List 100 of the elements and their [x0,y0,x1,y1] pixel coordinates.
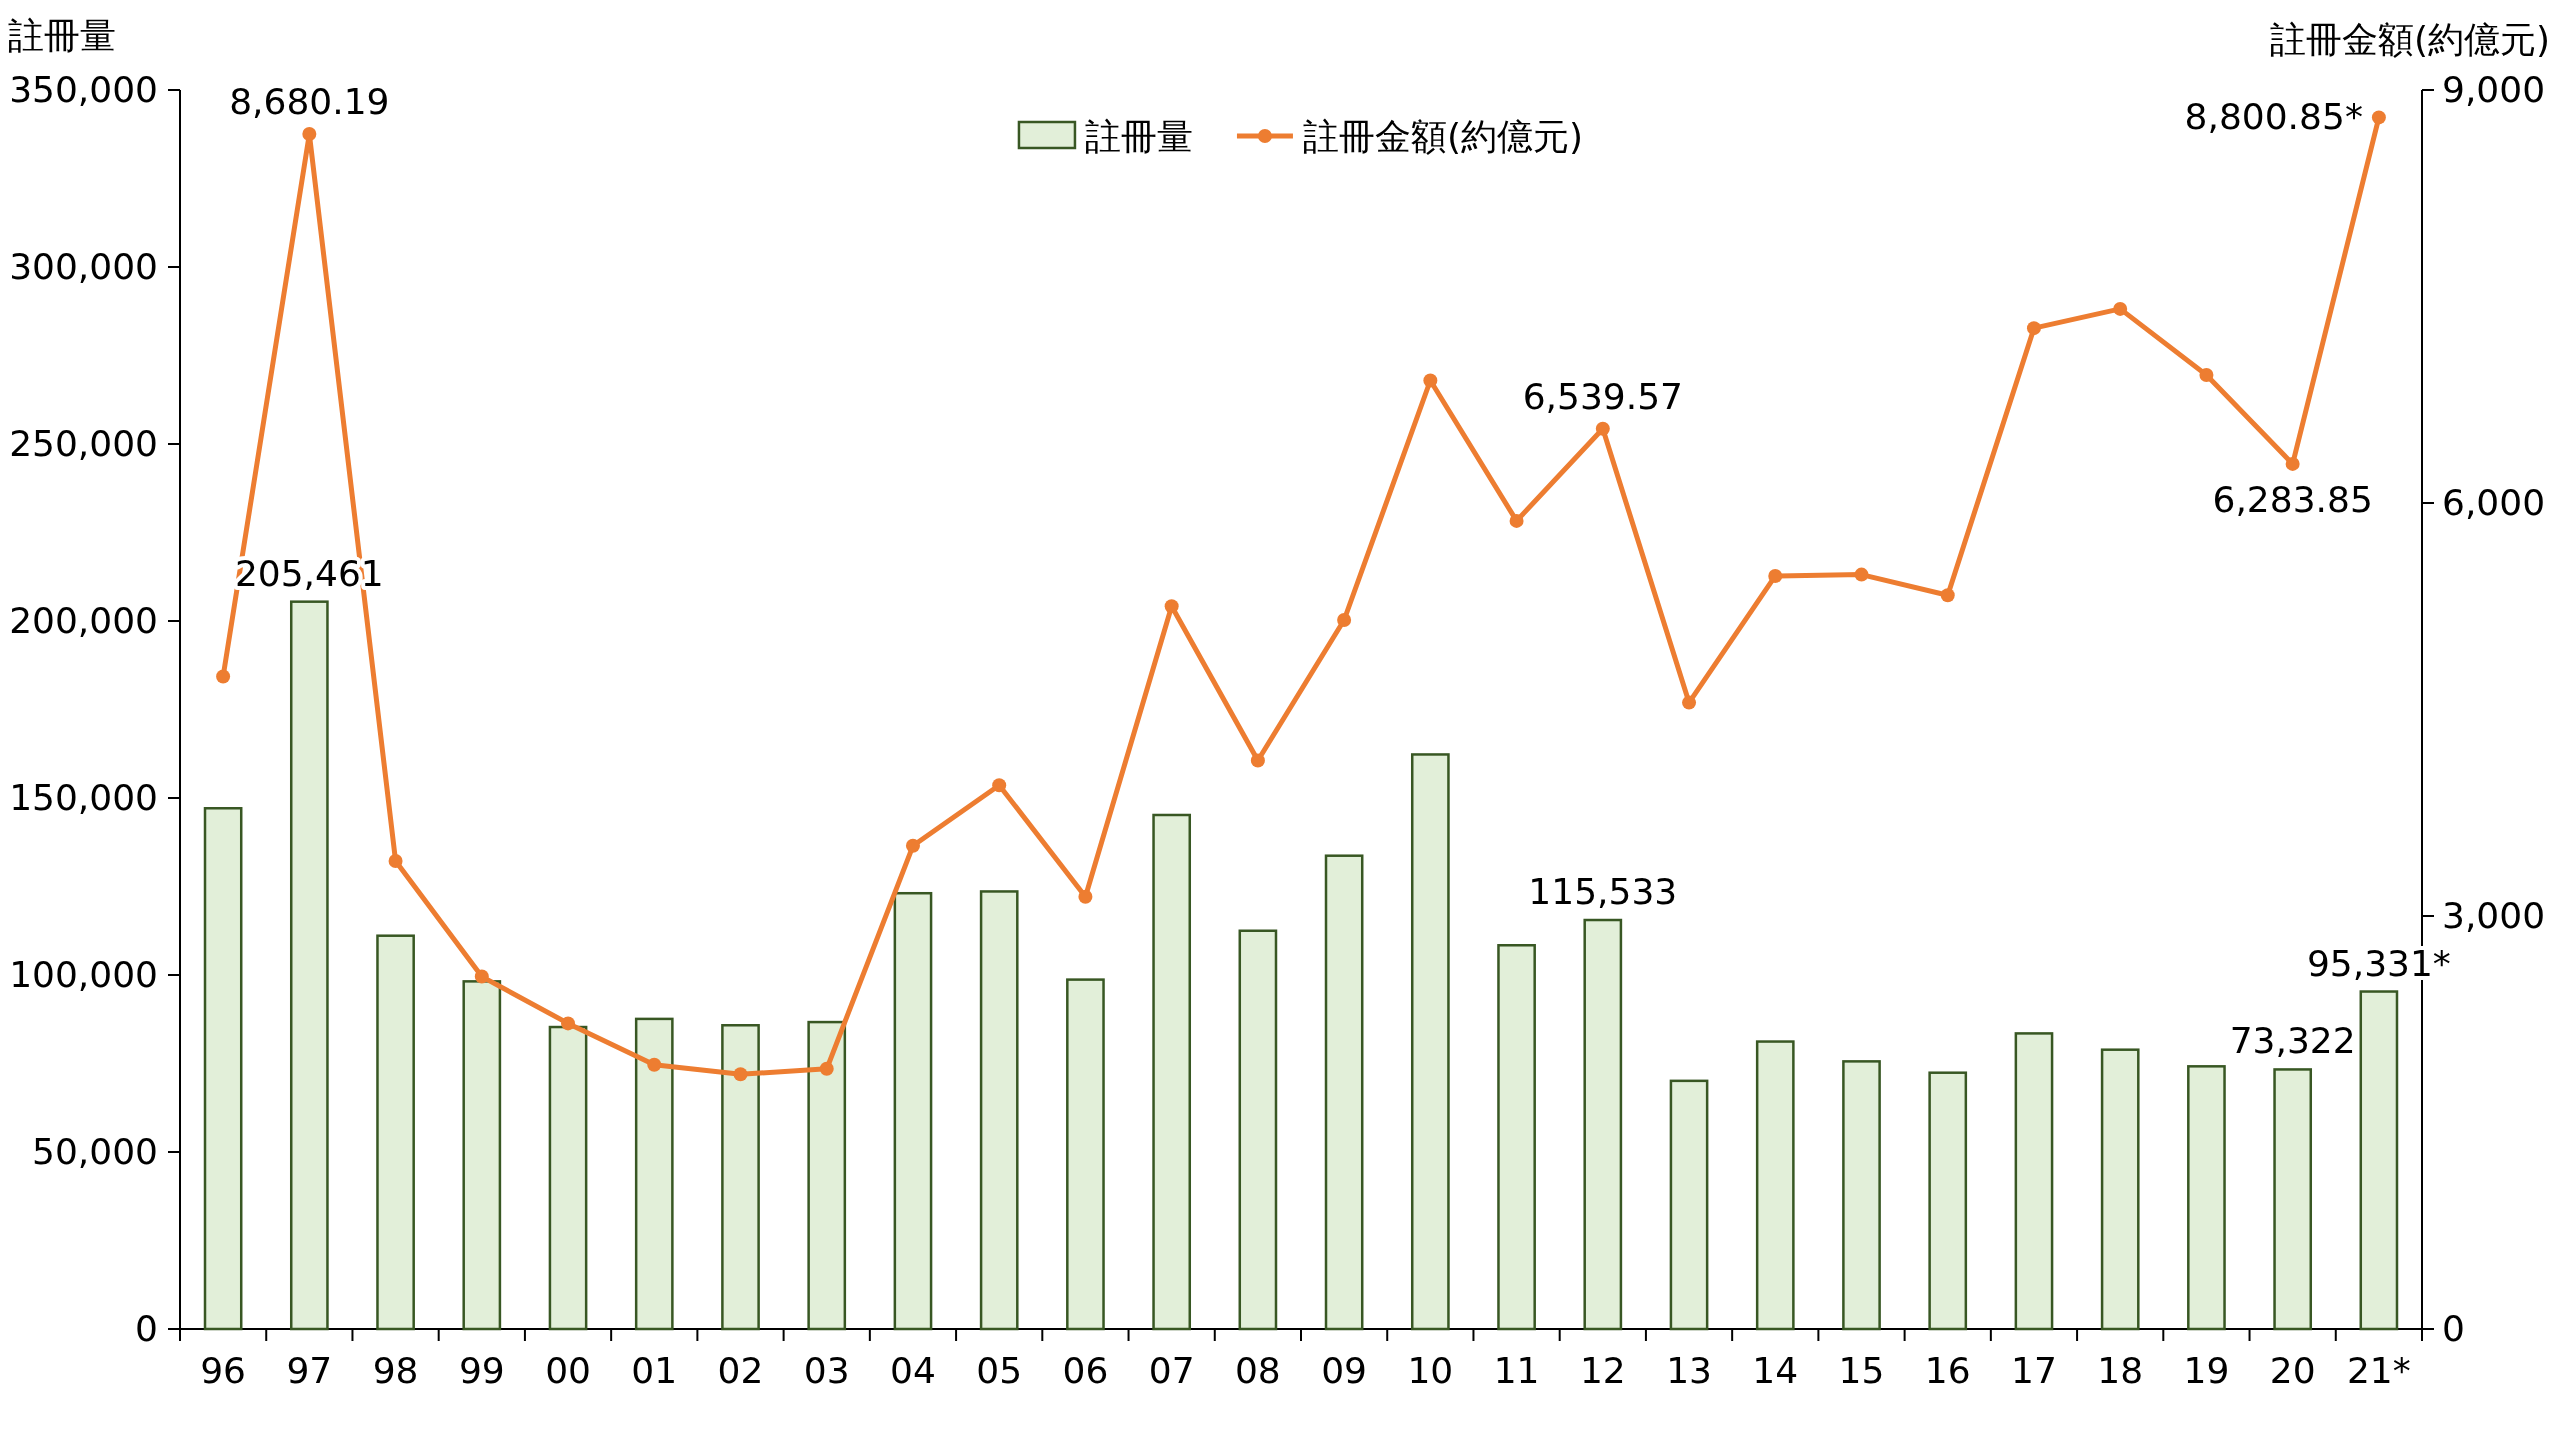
x-tick-label: 18 [2097,1350,2144,1391]
data-label: 115,533 [1528,871,1678,913]
point [1164,599,1179,614]
x-tick-label: 96 [200,1350,247,1391]
data-label: 6,539.57 [1522,375,1683,417]
y-tick-label: 50,000 [32,1131,158,1172]
x-tick-label: 10 [1407,1350,1454,1391]
x-tick-label: 21* [2346,1350,2411,1391]
y2-tick-label: 6,000 [2442,482,2546,523]
point [819,1061,834,1076]
point [302,127,317,142]
point [992,778,1007,793]
x-tick-label: 99 [458,1350,505,1391]
bar [1842,1060,1881,1331]
bar [2014,1032,2054,1331]
bar [1928,1071,1968,1331]
x-tick-label: 14 [1752,1350,1799,1391]
bar [634,1017,674,1331]
data-label: 8,680.19 [229,81,390,123]
bar [289,600,329,1331]
bar [2187,1065,2226,1331]
y-tick-label: 250,000 [9,423,158,464]
x-tick-label: 08 [1234,1350,1281,1391]
point [388,853,403,868]
x-tick-label: 16 [1924,1350,1971,1391]
point [216,669,231,684]
y-tick-label: 350,000 [9,69,158,110]
bar [548,1025,588,1331]
point [1423,373,1438,388]
bar [1669,1079,1709,1331]
y2-axis-title: 註冊金額(約億元) [2269,19,2550,60]
point [1250,753,1265,768]
x-tick-label: 06 [1062,1350,1109,1391]
bar [1152,813,1192,1331]
point [1682,695,1697,710]
x-tick-label: 05 [976,1350,1023,1391]
bar [1066,978,1105,1331]
x-tick-label: 11 [1493,1350,1540,1391]
bar [203,807,243,1331]
point [2113,301,2128,316]
x-tick-label: 09 [1321,1350,1368,1391]
bar [2273,1068,2313,1331]
bar [376,934,415,1331]
point [1595,421,1610,436]
point [2285,456,2300,471]
point [1854,567,1869,582]
x-tick-label: 01 [631,1350,678,1391]
bar [893,891,933,1331]
y2-tick-label: 9,000 [2442,69,2546,110]
point [561,1016,576,1031]
bar [1755,1040,1795,1331]
bar [1238,929,1278,1331]
point [2026,321,2041,336]
x-tick-label: 03 [803,1350,850,1391]
data-label: 6,283.85 [2212,478,2373,520]
bar [2100,1048,2140,1331]
x-tick-label: 04 [890,1350,936,1391]
point [1940,588,1955,603]
x-tick-label: 00 [545,1350,591,1391]
x-tick-label: 20 [2269,1350,2316,1391]
y2-tick-label: 3,000 [2442,895,2546,936]
point [2199,367,2214,382]
y-tick-label: 200,000 [9,600,158,641]
y-tick-label: 0 [135,1308,158,1349]
point [2371,110,2386,125]
x-tick-label: 12 [1579,1350,1626,1391]
y2-tick-label: 0 [2442,1308,2465,1349]
bar [1583,918,1623,1331]
legend-label: 註冊量 [1084,116,1193,157]
y-tick-label: 100,000 [9,954,158,995]
y-tick-label: 300,000 [9,246,158,287]
y-tick-label: 150,000 [9,777,158,818]
bar [462,980,502,1331]
y-axis-title: 註冊量 [8,15,116,56]
point [647,1057,662,1072]
data-label: 73,322 [2229,1020,2356,1062]
bar [1410,753,1450,1331]
bar [1324,854,1364,1331]
bar [807,1020,847,1331]
x-tick-label: 19 [2183,1350,2230,1391]
point [1078,889,1093,904]
bar [2359,990,2399,1331]
bar [721,1024,760,1331]
x-tick-label: 15 [1838,1350,1885,1391]
point [733,1067,748,1082]
point [905,838,920,853]
x-tick-label: 17 [2011,1350,2057,1391]
point [1509,513,1524,528]
x-tick-label: 13 [1666,1350,1712,1391]
bar [1497,944,1536,1331]
x-tick-label: 98 [372,1350,419,1391]
data-label: 8,800.85* [2184,96,2363,138]
point [474,969,489,984]
x-tick-label: 97 [286,1350,333,1391]
legend-label: 註冊金額(約億元) [1302,116,1584,157]
bar [979,890,1019,1331]
point [1337,613,1352,628]
x-tick-label: 02 [717,1350,764,1391]
x-tick-label: 07 [1148,1350,1195,1391]
point [1768,568,1783,583]
